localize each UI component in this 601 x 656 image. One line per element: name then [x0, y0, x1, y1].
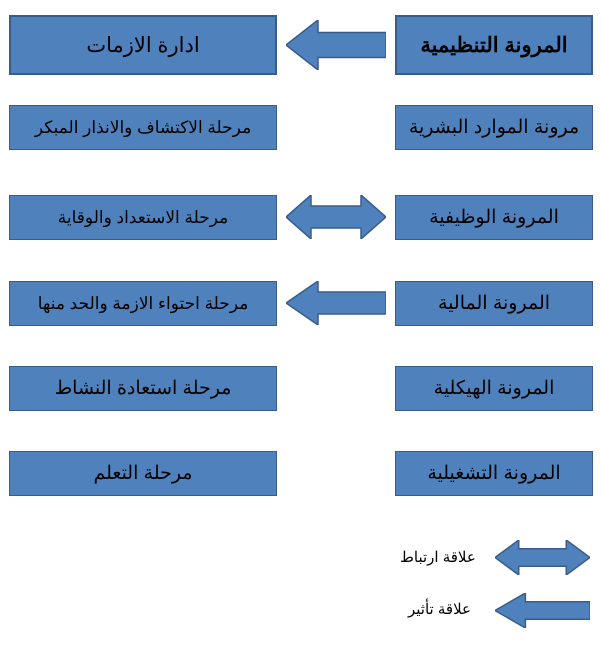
box-learning: مرحلة التعلم: [9, 451, 277, 496]
box-operational-flexibility: المرونة التشغيلية: [395, 451, 593, 496]
box-financial-flexibility: المرونة المالية: [395, 281, 593, 326]
box-hr-flexibility: مرونة الموارد البشرية: [395, 105, 593, 150]
box-crisis-management: ادارة الازمات: [9, 15, 277, 75]
legend-arrow-double: [495, 540, 590, 575]
box-organizational-flexibility: المرونة التنظيمية: [395, 15, 593, 75]
legend-correlation: علاقة ارتباط: [400, 548, 476, 566]
box-preparation-prevention: مرحلة الاستعداد والوقاية: [9, 195, 277, 240]
legend-arrow-left: [495, 593, 590, 628]
box-recovery: مرحلة استعادة النشاط: [9, 366, 277, 411]
arrow-left-top: [286, 20, 386, 70]
box-containment: مرحلة احتواء الازمة والحد منها: [9, 281, 277, 326]
box-functional-flexibility: المرونة الوظيفية: [395, 195, 593, 240]
arrow-left-lower: [286, 281, 386, 325]
box-structural-flexibility: المرونة الهيكلية: [395, 366, 593, 411]
box-detection-warning: مرحلة الاكتشاف والانذار المبكر: [9, 105, 277, 150]
legend-influence: علاقة تأثير: [408, 600, 471, 618]
arrow-double-middle: [286, 195, 386, 239]
